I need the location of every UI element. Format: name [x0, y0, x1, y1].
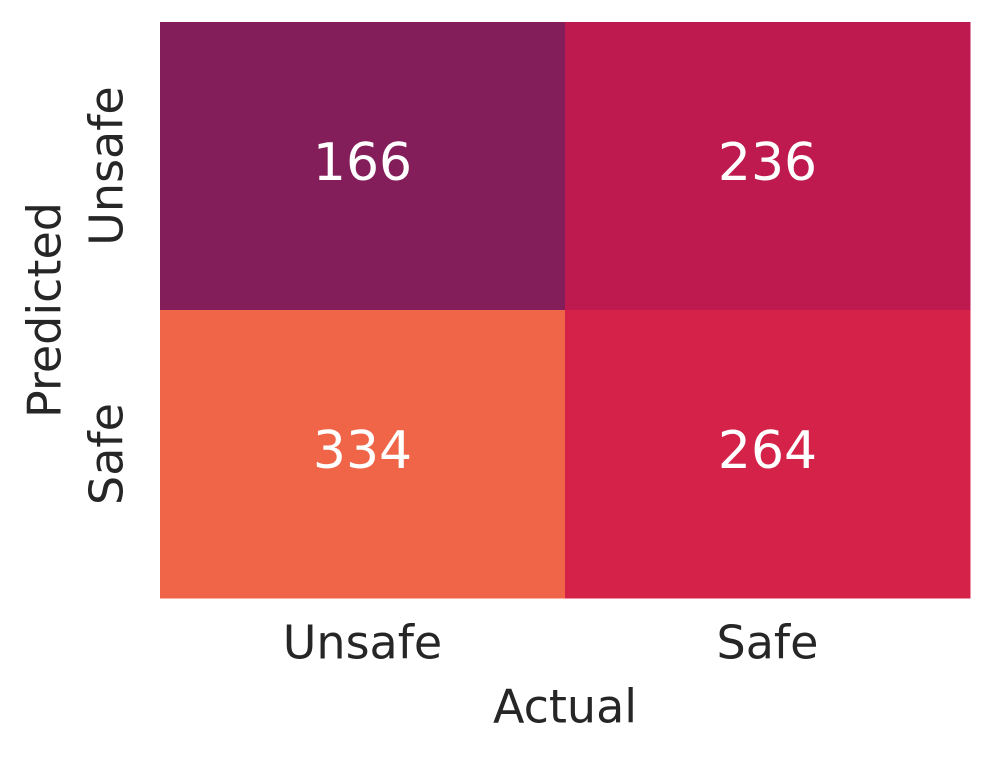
heatmap-cell — [565, 22, 971, 311]
x-tick-label: Safe — [717, 616, 819, 670]
y-tick-label: Safe — [80, 403, 134, 505]
heatmap-cell — [160, 22, 566, 311]
cell-value: 334 — [313, 421, 412, 481]
heatmap-cell — [565, 310, 971, 599]
heatmap-cell — [160, 310, 566, 599]
cell-value: 166 — [313, 133, 412, 193]
cell-value: 236 — [718, 133, 817, 193]
y-axis-label: Predicted — [18, 202, 72, 418]
cell-value: 264 — [718, 421, 817, 481]
x-tick-label: Unsafe — [283, 616, 442, 670]
y-tick-label: Unsafe — [80, 86, 134, 245]
x-axis-label: Actual — [493, 680, 637, 734]
